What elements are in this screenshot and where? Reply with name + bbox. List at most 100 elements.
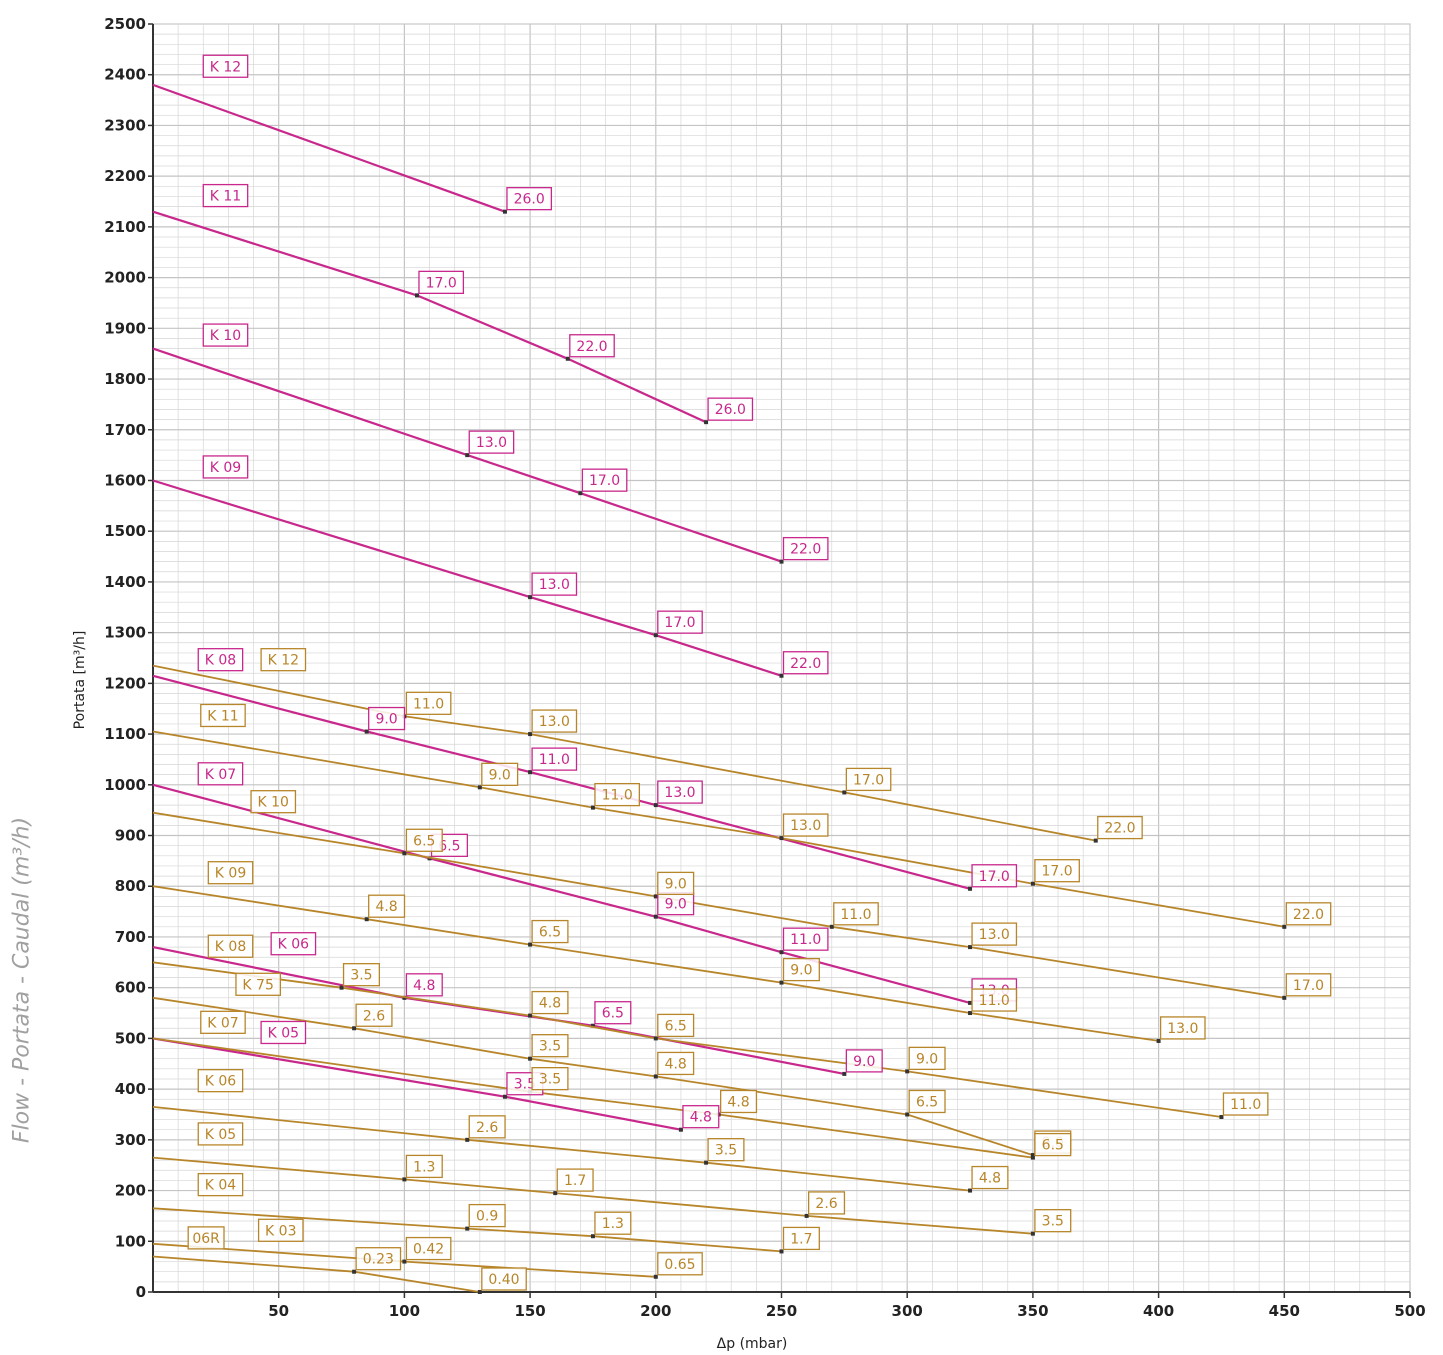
series-name-label-text: K 10 <box>210 328 241 344</box>
y-tick-label: 1800 <box>104 370 146 388</box>
y-tick-label: 400 <box>115 1080 146 1098</box>
data-label-box <box>531 919 569 944</box>
series-name-label-box <box>200 703 246 728</box>
y-tick-label: 1600 <box>104 471 146 489</box>
data-point <box>402 1259 407 1264</box>
data-label-text: 11.0 <box>790 932 821 948</box>
data-label-box <box>581 468 628 492</box>
data-point <box>590 1023 595 1028</box>
y-tick-label: 600 <box>115 979 146 997</box>
y-tick-label: 2100 <box>104 218 146 236</box>
data-label-box <box>971 864 1018 888</box>
data-point <box>779 980 784 985</box>
data-label-box <box>531 572 578 596</box>
data-point <box>364 729 369 734</box>
data-point <box>653 914 658 919</box>
data-labels: 26.0 17.0 22.0 26.0 13.0 17.0 22.0 13.0 17.0 22.0… <box>187 54 1332 1291</box>
data-label-text: 6.5 <box>539 925 561 941</box>
series-name-label: K 05 <box>197 1122 244 1146</box>
data-label-box <box>845 767 892 792</box>
data-label: 11.0 <box>405 691 452 715</box>
data-label-text: 9.0 <box>853 1054 875 1070</box>
data-label: 6.5 <box>405 828 443 852</box>
x-tick-label: 50 <box>268 1302 289 1320</box>
data-label-box <box>908 1089 946 1114</box>
data-label-text: 3.5 <box>350 968 372 984</box>
series-line-k09-gold <box>152 885 1159 1042</box>
series-name-label: K 09 <box>202 455 249 479</box>
data-label-text: 11.0 <box>413 696 444 712</box>
series-name-label-box <box>260 648 307 672</box>
data-label: 3.5 <box>531 1034 569 1058</box>
data-label: 22.0 <box>782 536 829 561</box>
series-name-label: K 12 <box>202 54 249 78</box>
data-label-text: 4.8 <box>979 1171 1001 1187</box>
data-label: 0.65 <box>657 1252 703 1276</box>
series-name-label: 06R <box>187 1226 225 1250</box>
data-point <box>590 805 595 810</box>
series-name-label-text: K 04 <box>205 1178 237 1194</box>
data-label-text: 9.0 <box>665 897 687 913</box>
data-label: 1.3 <box>594 1211 632 1235</box>
y-tick-label: 2300 <box>104 116 146 134</box>
data-label-text: 9.0 <box>489 767 511 783</box>
data-point <box>553 1191 558 1196</box>
data-label-box <box>506 187 553 211</box>
data-label: 17.0 <box>657 610 703 634</box>
data-label: 13.0 <box>657 780 703 804</box>
data-label-box <box>405 691 452 715</box>
y-tick-label: 2000 <box>104 269 146 287</box>
y-tick-label: 1300 <box>104 624 146 642</box>
series-name-label-box <box>257 1218 304 1242</box>
series-name-label: K 06 <box>197 1069 244 1093</box>
series-name-label-box <box>202 183 249 208</box>
y-tick-label: 500 <box>115 1029 146 1047</box>
series-line-k08-gold <box>152 961 1222 1118</box>
data-label: 9.0 <box>845 1049 883 1073</box>
data-label: 9.0 <box>481 762 519 786</box>
data-label: 1.7 <box>782 1226 820 1251</box>
data-point <box>502 1094 507 1099</box>
data-point <box>779 1249 784 1254</box>
data-label-box <box>405 973 443 997</box>
x-tick-label: 450 <box>1269 1302 1300 1320</box>
data-label-box <box>845 1049 883 1073</box>
data-label: 26.0 <box>707 397 754 421</box>
data-label-text: 26.0 <box>514 192 545 208</box>
y-tick-label: 1700 <box>104 421 146 439</box>
data-label-text: 22.0 <box>790 656 821 672</box>
data-label: 0.23 <box>355 1247 402 1271</box>
data-label: 22.0 <box>1285 902 1332 926</box>
data-label-box <box>971 1165 1009 1190</box>
data-label-box <box>405 1154 443 1179</box>
data-label-box <box>782 957 820 982</box>
y-tick-label: 2200 <box>104 167 146 185</box>
series-name-label-text: K 12 <box>268 653 299 669</box>
data-label-box <box>531 1034 569 1058</box>
data-label: 0.9 <box>468 1203 506 1228</box>
series-name-label-box <box>197 1069 244 1093</box>
x-axis-title: Δp (mbar) <box>716 1336 788 1352</box>
data-point <box>465 1137 470 1142</box>
data-label-text: 6.5 <box>916 1094 938 1110</box>
data-point <box>364 917 369 922</box>
series-name-label-text: K 11 <box>207 708 238 724</box>
data-point <box>565 356 570 361</box>
data-point <box>1030 1153 1035 1158</box>
data-label: 13.0 <box>971 922 1018 946</box>
series-name-label-text: K 10 <box>258 795 289 811</box>
data-label-box <box>405 828 443 852</box>
data-label: 3.5 <box>342 963 380 987</box>
series-name-label: K 12 <box>260 648 307 672</box>
data-label-text: 3.5 <box>1042 1214 1064 1230</box>
data-label: 0.42 <box>405 1236 452 1261</box>
series-name-label: K 07 <box>197 762 244 786</box>
data-label-text: 9.0 <box>916 1051 938 1067</box>
data-label-box <box>707 1138 745 1162</box>
data-label-box <box>594 1001 632 1025</box>
x-tick-label: 500 <box>1394 1302 1425 1320</box>
data-point <box>1282 924 1287 929</box>
data-label: 4.8 <box>682 1105 720 1129</box>
data-point <box>414 293 419 298</box>
series-name-label-box <box>202 54 249 78</box>
